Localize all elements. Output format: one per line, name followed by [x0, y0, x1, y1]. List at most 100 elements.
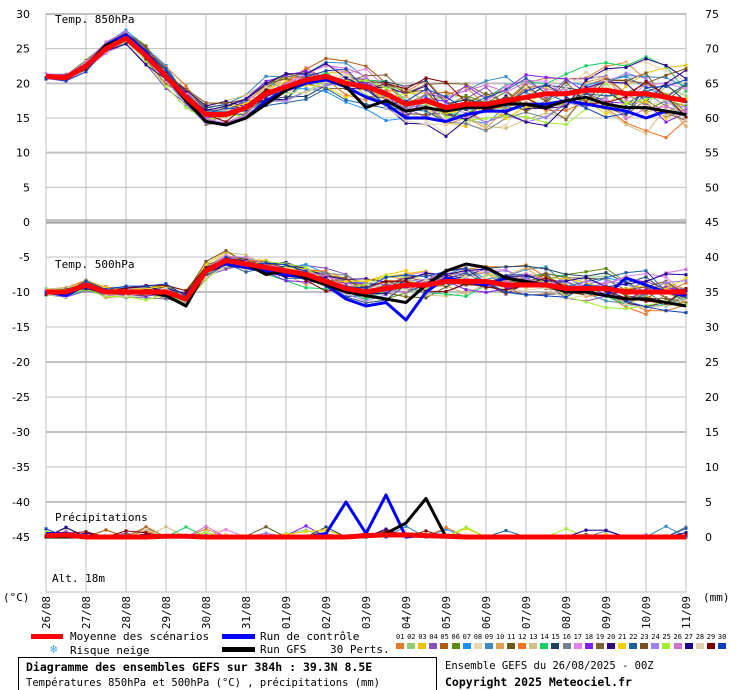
- pert-swatch-09: [484, 643, 493, 649]
- perturbation-26-point: [284, 81, 288, 85]
- pert-swatch-24: [651, 643, 660, 649]
- perturbation-26-point: [244, 113, 248, 117]
- perturbation-23-point: [504, 292, 508, 296]
- perturbation-28-point: [144, 527, 148, 531]
- perturbation-27-point: [544, 279, 548, 283]
- perturbation-19-point: [464, 283, 468, 287]
- y-tick-label-right-precip: 5: [705, 496, 712, 509]
- perturbation-28-point: [404, 288, 408, 292]
- perturbation-11-point: [404, 295, 408, 299]
- perturbation-18-point: [304, 69, 308, 73]
- perturbation-16-point: [464, 122, 468, 126]
- perturbation-23-point: [544, 272, 548, 276]
- perturbation-27-point: [524, 274, 528, 278]
- perturbation-03-point: [684, 63, 688, 67]
- y-tick-label-850: 20: [16, 77, 30, 90]
- pert-number: 29: [706, 633, 716, 641]
- legend-gfs-label: Run GFS: [260, 643, 307, 656]
- perturbation-09-point: [644, 75, 648, 79]
- perturbation-30-point: [424, 87, 428, 91]
- perturbation-30-point: [384, 275, 388, 279]
- perturbation-26-point: [484, 83, 488, 87]
- perturbation-21-point: [524, 105, 528, 109]
- perturbation-15-point: [324, 525, 328, 529]
- perturbation-30-point: [564, 95, 568, 99]
- pert-swatch-03: [418, 643, 427, 649]
- perturbation-06-point: [584, 270, 588, 274]
- x-tick-label: 28/08: [120, 596, 133, 629]
- perturbation-27-point: [284, 72, 288, 76]
- perturbation-09-point: [404, 524, 408, 528]
- perturbation-20-point: [384, 527, 388, 531]
- perturbation-30-point: [224, 256, 228, 260]
- perturbation-24-point: [484, 270, 488, 274]
- perturbation-27-point: [244, 97, 248, 101]
- pert-number: 14: [540, 633, 549, 641]
- perturbation-29-point: [644, 79, 648, 83]
- perturbation-26-point: [604, 282, 608, 286]
- perturbation-25-point: [424, 101, 428, 105]
- perturbation-08-point: [664, 69, 668, 73]
- perturbation-20-point: [624, 81, 628, 85]
- perturbation-30-point: [504, 290, 508, 294]
- perturbation-18-point: [664, 120, 668, 124]
- perturbation-26-point: [104, 40, 108, 44]
- perturbation-23-point: [504, 96, 508, 100]
- pert-number: 12: [518, 633, 527, 641]
- perturbation-16-point: [404, 105, 408, 109]
- perturbation-26-point: [184, 300, 188, 304]
- pert-number: 26: [673, 633, 682, 641]
- perturbation-25-point: [204, 530, 208, 534]
- perturbation-27-point: [504, 111, 508, 115]
- perturbation-12-point: [544, 108, 548, 112]
- perturbation-13-point: [64, 285, 68, 289]
- perturbation-25-point: [364, 283, 368, 287]
- perturbation-12-point: [324, 269, 328, 273]
- perturbation-21-point: [604, 112, 608, 116]
- perturbation-27-point: [584, 78, 588, 82]
- perturbation-24-point: [604, 279, 608, 283]
- perturbation-26-point: [504, 90, 508, 94]
- perturbation-12-point: [684, 281, 688, 285]
- y-tick-label-500: -25: [12, 391, 30, 404]
- perturbation-15-point: [564, 272, 568, 276]
- perturbation-30-point: [44, 527, 48, 531]
- perturbation-13-point: [244, 93, 248, 97]
- perturbation-24-point: [684, 279, 688, 283]
- perturbation-24-point: [64, 529, 68, 533]
- panel-title-precip: Précipitations: [55, 511, 148, 524]
- pert-swatch-18: [584, 643, 593, 649]
- perturbation-18-point: [264, 79, 268, 83]
- pert-swatch-30: [717, 643, 726, 649]
- perturbation-05-point: [324, 56, 328, 60]
- perturbation-16-point: [244, 109, 248, 113]
- perturbation-23-point: [644, 81, 648, 85]
- perturbation-27-point: [84, 287, 88, 291]
- perturbation-28-point: [444, 122, 448, 126]
- x-tick-label: 11/09: [680, 596, 693, 629]
- perturbation-20-point: [404, 286, 408, 290]
- perturbation-27-point: [524, 120, 528, 124]
- snowflake-icon: ❄: [50, 642, 58, 656]
- perturbation-22-point: [284, 276, 288, 280]
- perturbation-28-point: [264, 85, 268, 89]
- perturbation-15-point: [504, 265, 508, 269]
- perturbation-12-point: [664, 136, 668, 140]
- perturbation-26-point: [684, 267, 688, 271]
- perturbation-23-point: [184, 87, 188, 91]
- pert-number: 25: [662, 633, 671, 641]
- x-tick-label: 04/09: [400, 596, 413, 629]
- x-tick-label: 01/09: [280, 596, 293, 629]
- perturbation-29-point: [624, 95, 628, 99]
- y-tick-label-right-850: 55: [705, 147, 719, 160]
- perturbation-08-point: [604, 70, 608, 74]
- perturbation-09-point: [484, 79, 488, 83]
- perturbation-27-point: [204, 108, 208, 112]
- perturbation-18-point: [564, 77, 568, 81]
- perturbation-30-point: [364, 286, 368, 290]
- perturbation-13-point: [444, 294, 448, 298]
- y-tick-label-500: -10: [12, 286, 30, 299]
- perturbation-25-point: [384, 86, 388, 90]
- perturbation-03-point: [624, 84, 628, 88]
- perturbation-13-point: [624, 123, 628, 127]
